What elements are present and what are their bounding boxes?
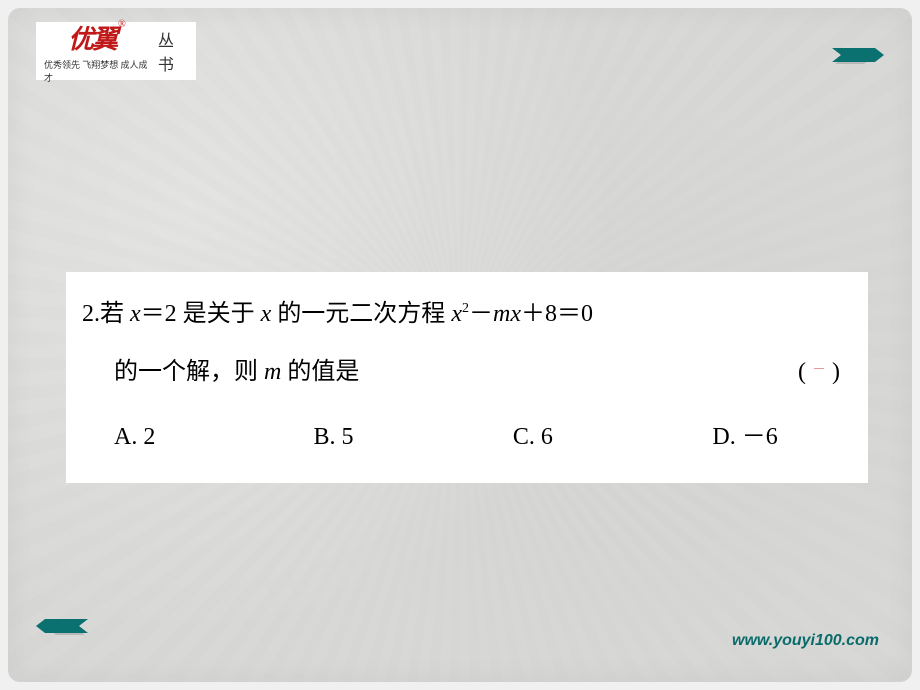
formula-minus: －	[469, 301, 493, 327]
logo-tagline: 优秀领先 飞翔梦想 成人成才	[44, 58, 150, 84]
option-d: D. －6	[712, 409, 852, 467]
formula-rest: ＋8＝0	[521, 301, 593, 327]
brand-logo: 优翼 ® 优秀领先 飞翔梦想 成人成才 丛书	[36, 22, 196, 80]
logo-top-row: 优翼 ®	[68, 19, 126, 56]
stem-prefix: 若	[100, 301, 130, 327]
prev-arrow-icon[interactable]	[36, 619, 88, 642]
question-text: 2.若 x＝2 是关于 x 的一元二次方程 x2－mx＋8＝0 的一个解，则 m…	[82, 286, 852, 467]
var-m: m	[264, 359, 281, 385]
question-number: 2.	[82, 301, 100, 327]
option-b: B. 5	[313, 409, 512, 467]
question-container: 2.若 x＝2 是关于 x 的一元二次方程 x2－mx＋8＝0 的一个解，则 m…	[66, 272, 868, 483]
logo-brand-text: 优翼	[68, 19, 116, 56]
footer-url: www.youyi100.com	[732, 631, 862, 652]
formula-sup: 2	[462, 301, 469, 316]
line2-prefix: 的一个解，则	[114, 359, 264, 385]
line2-content: 的一个解，则 m 的值是	[114, 344, 359, 402]
var-x-1: x	[130, 301, 141, 327]
question-line-1: 2.若 x＝2 是关于 x 的一元二次方程 x2－mx＋8＝0	[82, 286, 852, 344]
answer-paren: (—)	[798, 344, 852, 402]
stem-eq: ＝2 是关于	[141, 301, 261, 327]
formula-m: m	[493, 301, 510, 327]
logo-main: 优翼 ® 优秀领先 飞翔梦想 成人成才	[44, 19, 150, 84]
answer-hint-mark: —	[814, 363, 836, 374]
next-arrow-icon[interactable]	[832, 48, 884, 71]
formula-x: x	[451, 301, 462, 327]
option-a: A. 2	[114, 409, 313, 467]
stem-mid: 的一元二次方程	[271, 301, 451, 327]
question-line-2: 的一个解，则 m 的值是 (—)	[82, 344, 852, 402]
formula-x2: x	[510, 301, 521, 327]
registered-icon: ®	[118, 19, 126, 30]
var-x-2: x	[261, 301, 272, 327]
slide-background: 优翼 ® 优秀领先 飞翔梦想 成人成才 丛书 2.若 x＝2 是关于 x 的一元…	[8, 8, 912, 682]
options-row: A. 2 B. 5 C. 6 D. －6	[82, 409, 852, 467]
logo-side-text: 丛书	[158, 27, 188, 75]
option-c: C. 6	[513, 409, 712, 467]
line2-suffix: 的值是	[281, 359, 359, 385]
